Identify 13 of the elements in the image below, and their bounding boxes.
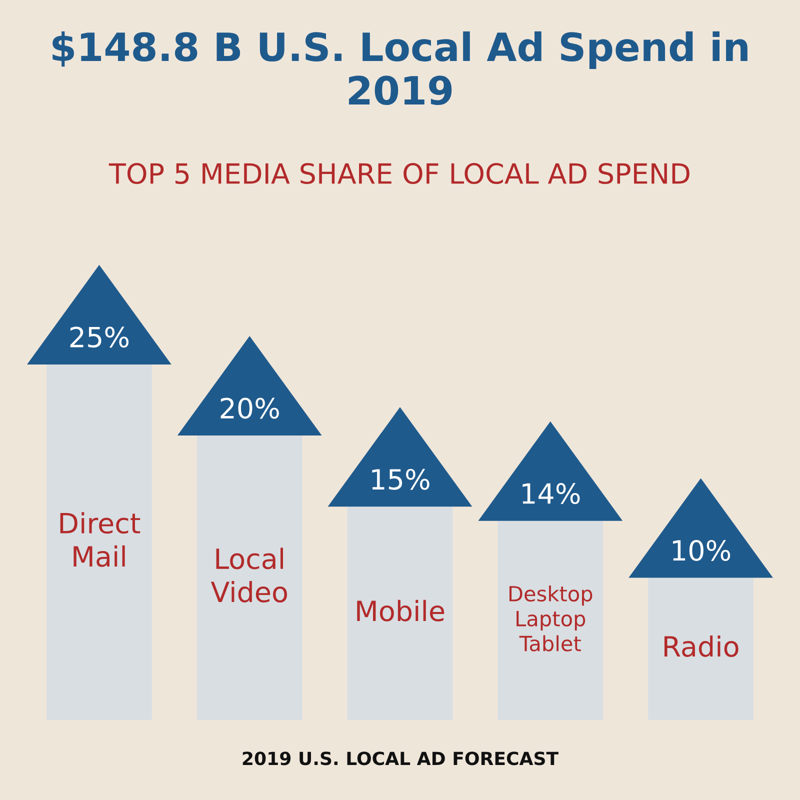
x-tick-label: Local Video	[210, 548, 287, 602]
chart-title: $148.8 B U.S. Local Ad Spend in 2019	[52, 31, 748, 106]
x-tick-label: Mobile	[357, 600, 444, 622]
data-label: 14%	[522, 483, 580, 504]
data-label: 10%	[672, 540, 730, 561]
text: 2019 U.S. LOCAL AD FORECAST	[242, 752, 558, 766]
data-label: 25%	[70, 326, 129, 348]
x-tick-label: Direct Mail	[60, 512, 140, 567]
x-tick-label: Desktop Laptop Tablet	[509, 585, 592, 652]
chart-subtitle: TOP 5 MEDIA SHARE OF LOCAL AD SPEND	[108, 163, 690, 184]
x-tick-label: Radio	[664, 635, 738, 657]
data-label: 15%	[372, 468, 430, 490]
data-label: 20%	[220, 398, 279, 419]
